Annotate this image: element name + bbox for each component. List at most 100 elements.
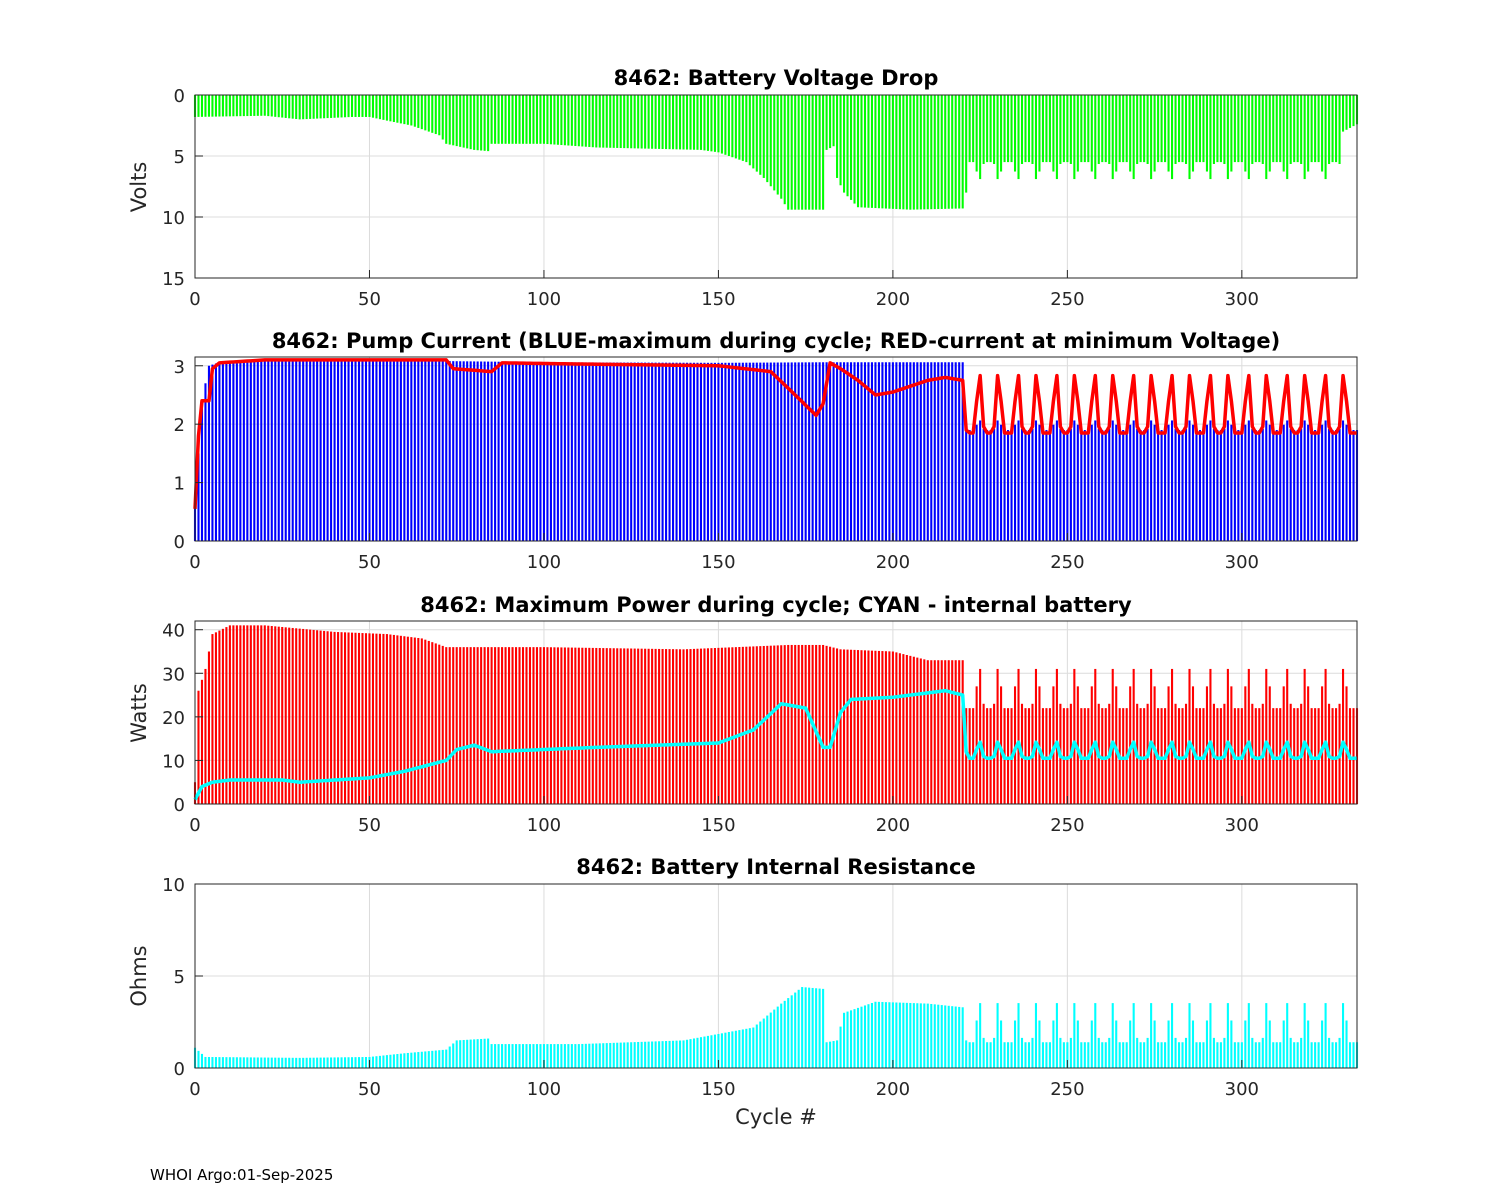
bar-voltage-0-6 (214, 95, 217, 117)
bar-resistance-0-248 (1059, 1037, 1062, 1068)
bar-voltage-0-314 (1289, 95, 1292, 164)
bar-resistance-0-226 (982, 1037, 985, 1068)
bar-current-0-184 (836, 362, 839, 541)
bar-voltage-0-17 (253, 95, 256, 116)
bar-current-0-75 (455, 361, 458, 541)
bar-power-0-249 (1062, 708, 1065, 804)
bar-current-0-242 (1038, 424, 1041, 541)
bar-current-0-196 (877, 362, 880, 541)
bar-voltage-0-265 (1118, 95, 1121, 163)
bar-voltage-0-188 (849, 95, 853, 200)
bar-resistance-0-83 (483, 1038, 486, 1068)
bar-current-0-142 (689, 362, 692, 541)
bar-voltage-0-110 (577, 95, 580, 147)
bar-voltage-0-118 (605, 95, 608, 148)
bar-power-0-180 (822, 644, 825, 804)
bar-voltage-0-29 (295, 95, 298, 120)
bar-current-0-194 (870, 362, 873, 541)
bar-current-0-68 (431, 360, 434, 541)
bar-resistance-0-128 (640, 1041, 643, 1068)
bar-voltage-0-38 (326, 95, 329, 119)
bar-current-0-307 (1265, 420, 1268, 541)
marks-current (193, 358, 1359, 541)
bar-resistance-0-140 (682, 1040, 685, 1068)
bar-resistance-0-67 (427, 1051, 430, 1068)
bar-resistance-0-249 (1062, 1042, 1065, 1068)
bar-resistance-0-273 (1146, 1037, 1149, 1068)
bar-current-0-290 (1205, 424, 1208, 541)
bar-power-0-164 (766, 645, 769, 804)
bar-power-0-324 (1324, 668, 1327, 804)
bar-current-0-245 (1048, 430, 1051, 541)
bar-resistance-0-150 (717, 1033, 720, 1068)
bar-power-0-97 (532, 647, 535, 804)
bar-power-0-99 (539, 647, 542, 804)
bar-power-0-129 (644, 648, 647, 804)
bar-resistance-0-308 (1268, 1020, 1271, 1068)
bar-resistance-0-277 (1160, 1042, 1163, 1068)
bar-power-0-121 (616, 648, 619, 804)
ytick-label-resistance: 5 (174, 967, 185, 988)
bar-voltage-0-313 (1286, 95, 1289, 180)
bar-voltage-0-327 (1335, 95, 1338, 163)
bar-power-0-294 (1219, 708, 1222, 804)
bar-current-0-279 (1167, 424, 1170, 541)
bar-resistance-0-84 (487, 1038, 490, 1068)
bar-current-0-111 (581, 362, 584, 541)
bar-current-0-209 (923, 362, 926, 541)
bar-power-0-9 (225, 627, 228, 804)
bar-voltage-0-116 (598, 95, 601, 148)
bar-resistance-0-332 (1352, 1042, 1355, 1068)
bar-current-0-38 (326, 359, 329, 541)
bar-voltage-0-179 (818, 95, 821, 210)
bar-power-0-140 (682, 649, 685, 804)
bar-voltage-0-70 (438, 95, 441, 136)
bar-power-0-106 (563, 647, 566, 804)
bar-current-0-9 (225, 360, 228, 541)
bar-power-0-117 (602, 648, 605, 804)
bar-voltage-0-33 (309, 95, 312, 119)
bar-voltage-0-87 (497, 95, 500, 144)
bar-current-0-123 (623, 362, 626, 541)
bar-current-0-140 (682, 362, 685, 541)
bar-resistance-0-113 (588, 1043, 591, 1068)
bar-current-0-15 (246, 360, 249, 541)
bar-current-0-84 (487, 361, 490, 541)
bar-current-0-6 (214, 363, 217, 541)
bar-current-0-97 (532, 362, 535, 541)
bar-voltage-0-301 (1244, 95, 1247, 172)
bar-current-0-57 (392, 359, 395, 541)
bar-resistance-0-119 (609, 1042, 612, 1068)
bar-resistance-0-47 (357, 1057, 361, 1068)
bar-current-0-44 (347, 359, 350, 541)
bar-current-0-282 (1177, 430, 1181, 541)
bar-current-0-76 (459, 361, 462, 541)
bar-current-0-223 (972, 430, 975, 541)
bar-power-0-145 (699, 648, 703, 804)
bar-power-0-192 (863, 650, 867, 804)
bar-voltage-0-261 (1104, 95, 1107, 163)
bar-power-0-17 (253, 625, 256, 804)
bar-voltage-0-311 (1279, 95, 1282, 163)
bar-voltage-0-8 (221, 95, 224, 117)
bar-resistance-0-21 (267, 1057, 270, 1068)
bar-current-0-24 (277, 359, 280, 541)
bar-power-0-279 (1167, 686, 1170, 804)
bar-voltage-0-236 (1017, 95, 1020, 180)
bar-voltage-0-107 (567, 95, 570, 146)
bar-voltage-0-144 (696, 95, 699, 150)
bar-current-0-322 (1317, 430, 1320, 541)
bar-voltage-0-81 (476, 95, 479, 151)
bar-voltage-0-104 (556, 95, 559, 145)
bar-power-0-301 (1244, 686, 1247, 804)
bar-resistance-0-115 (595, 1043, 598, 1068)
bar-current-0-73 (448, 361, 451, 541)
bar-power-0-165 (769, 645, 772, 804)
bar-resistance-0-120 (612, 1042, 615, 1068)
bar-voltage-0-101 (546, 95, 549, 145)
bar-power-0-221 (965, 708, 968, 804)
bar-voltage-0-209 (923, 95, 926, 210)
bar-resistance-0-325 (1328, 1037, 1331, 1068)
title-current: 8462: Pump Current (BLUE-maximum during … (272, 329, 1280, 353)
bar-voltage-0-7 (218, 95, 221, 117)
